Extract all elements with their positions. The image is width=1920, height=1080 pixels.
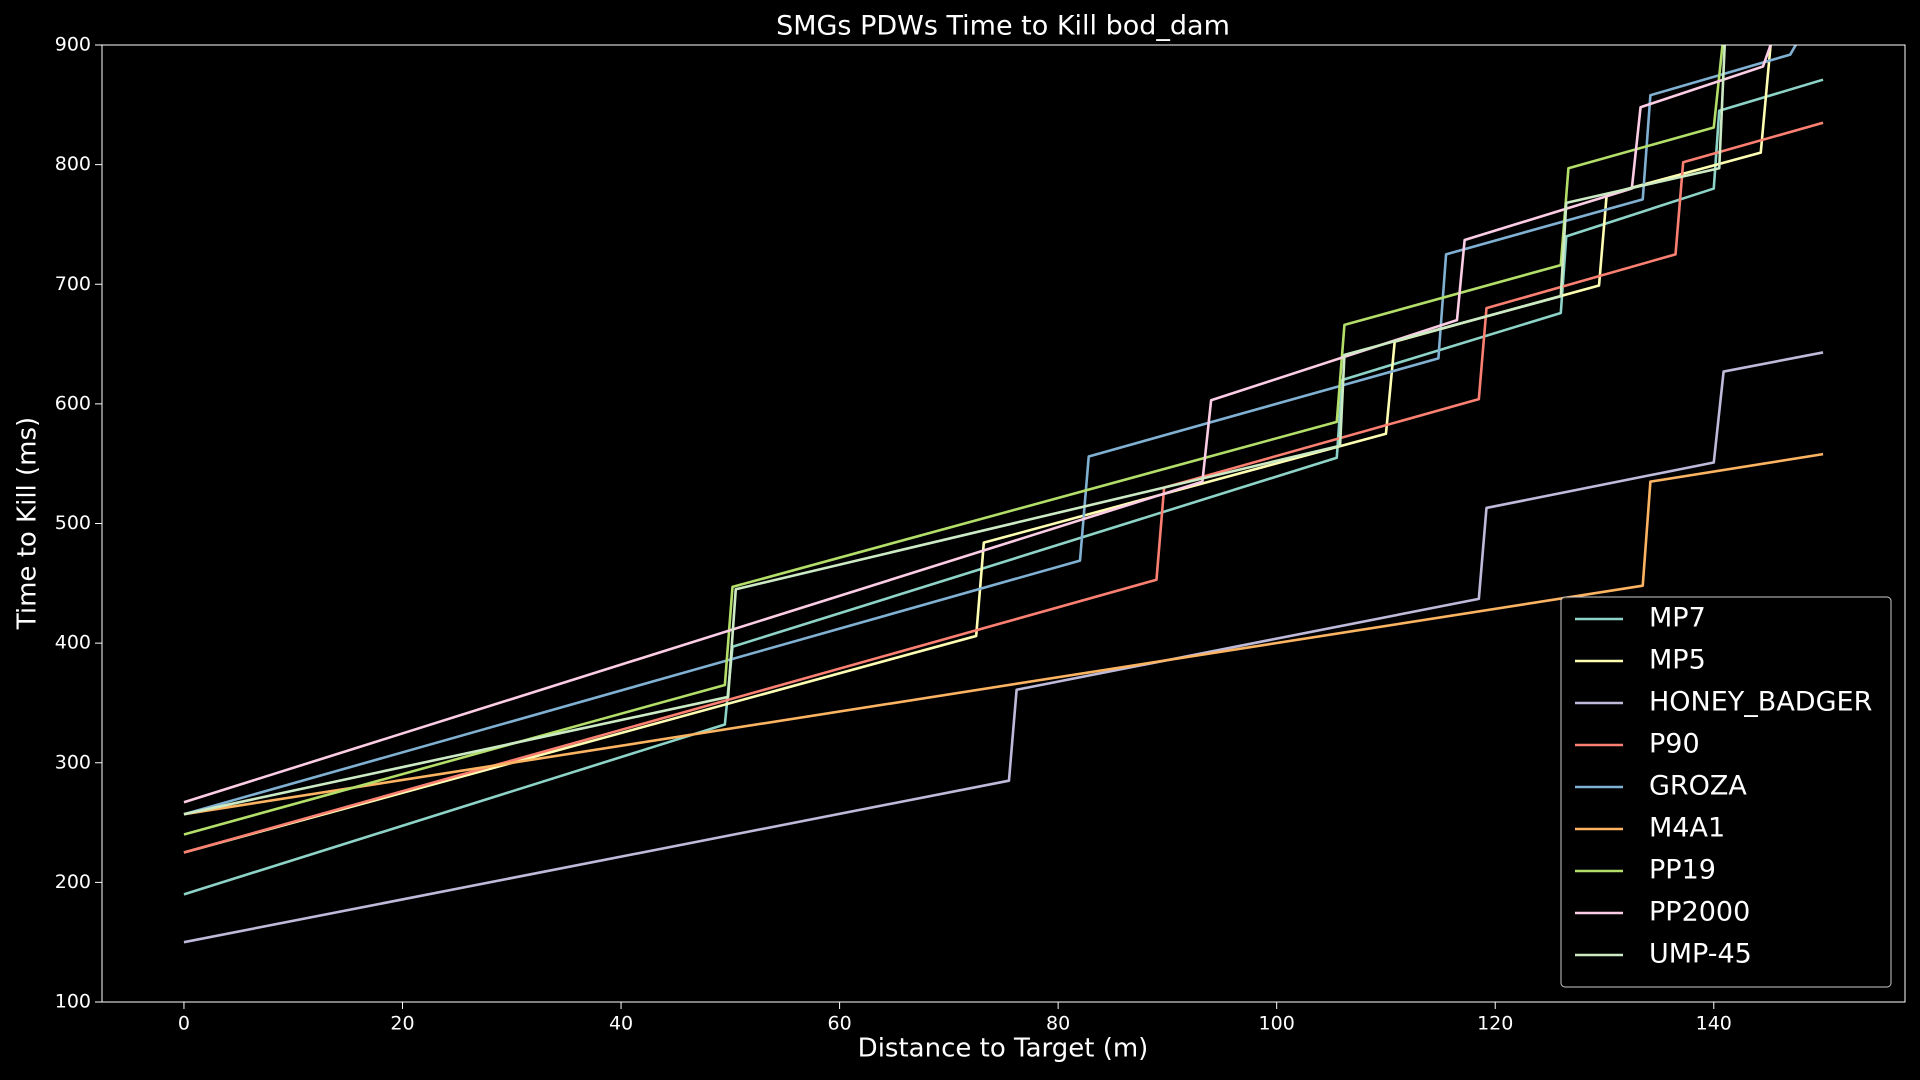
legend-label: GROZA xyxy=(1649,771,1747,802)
legend-label: M4A1 xyxy=(1649,813,1725,844)
x-tick-label: 60 xyxy=(827,1013,851,1035)
x-tick-label: 80 xyxy=(1046,1013,1070,1035)
x-tick-label: 20 xyxy=(390,1013,414,1035)
legend-label: UMP-45 xyxy=(1649,939,1752,970)
x-tick-label: 120 xyxy=(1477,1013,1513,1035)
legend-label: HONEY_BADGER xyxy=(1649,687,1872,718)
legend-label: P90 xyxy=(1649,729,1700,760)
series-line xyxy=(183,351,1824,944)
legend-label: MP5 xyxy=(1649,645,1706,676)
plot-lines xyxy=(183,45,1824,944)
y-tick-label: 500 xyxy=(55,512,91,534)
y-tick-label: 900 xyxy=(55,34,91,56)
x-tick-label: 100 xyxy=(1259,1013,1295,1035)
y-tick-label: 600 xyxy=(55,392,91,414)
y-tick-label: 300 xyxy=(55,751,91,773)
x-tick-label: 140 xyxy=(1696,1013,1732,1035)
y-tick-label: 100 xyxy=(55,991,91,1013)
series-line xyxy=(183,45,1724,836)
series-line xyxy=(183,452,1824,816)
x-axis-label: Distance to Target (m) xyxy=(858,1034,1149,1064)
legend-label: MP7 xyxy=(1649,603,1706,634)
y-tick-label: 800 xyxy=(55,153,91,175)
x-tick-label: 40 xyxy=(609,1013,633,1035)
y-axis-label: Time to Kill (ms) xyxy=(13,417,43,630)
chart-title: SMGs PDWs Time to Kill bod_dam xyxy=(776,11,1230,42)
x-tick-label: 0 xyxy=(178,1013,190,1035)
legend-label: PP2000 xyxy=(1649,897,1750,928)
y-tick-label: 400 xyxy=(55,632,91,654)
series-line xyxy=(183,45,1726,816)
plot-frame xyxy=(101,44,1906,1003)
legend-label: PP19 xyxy=(1649,855,1716,886)
y-tick-label: 700 xyxy=(55,273,91,295)
legend-box xyxy=(1560,596,1892,988)
y-tick-label: 200 xyxy=(55,871,91,893)
series-line xyxy=(183,45,1797,816)
